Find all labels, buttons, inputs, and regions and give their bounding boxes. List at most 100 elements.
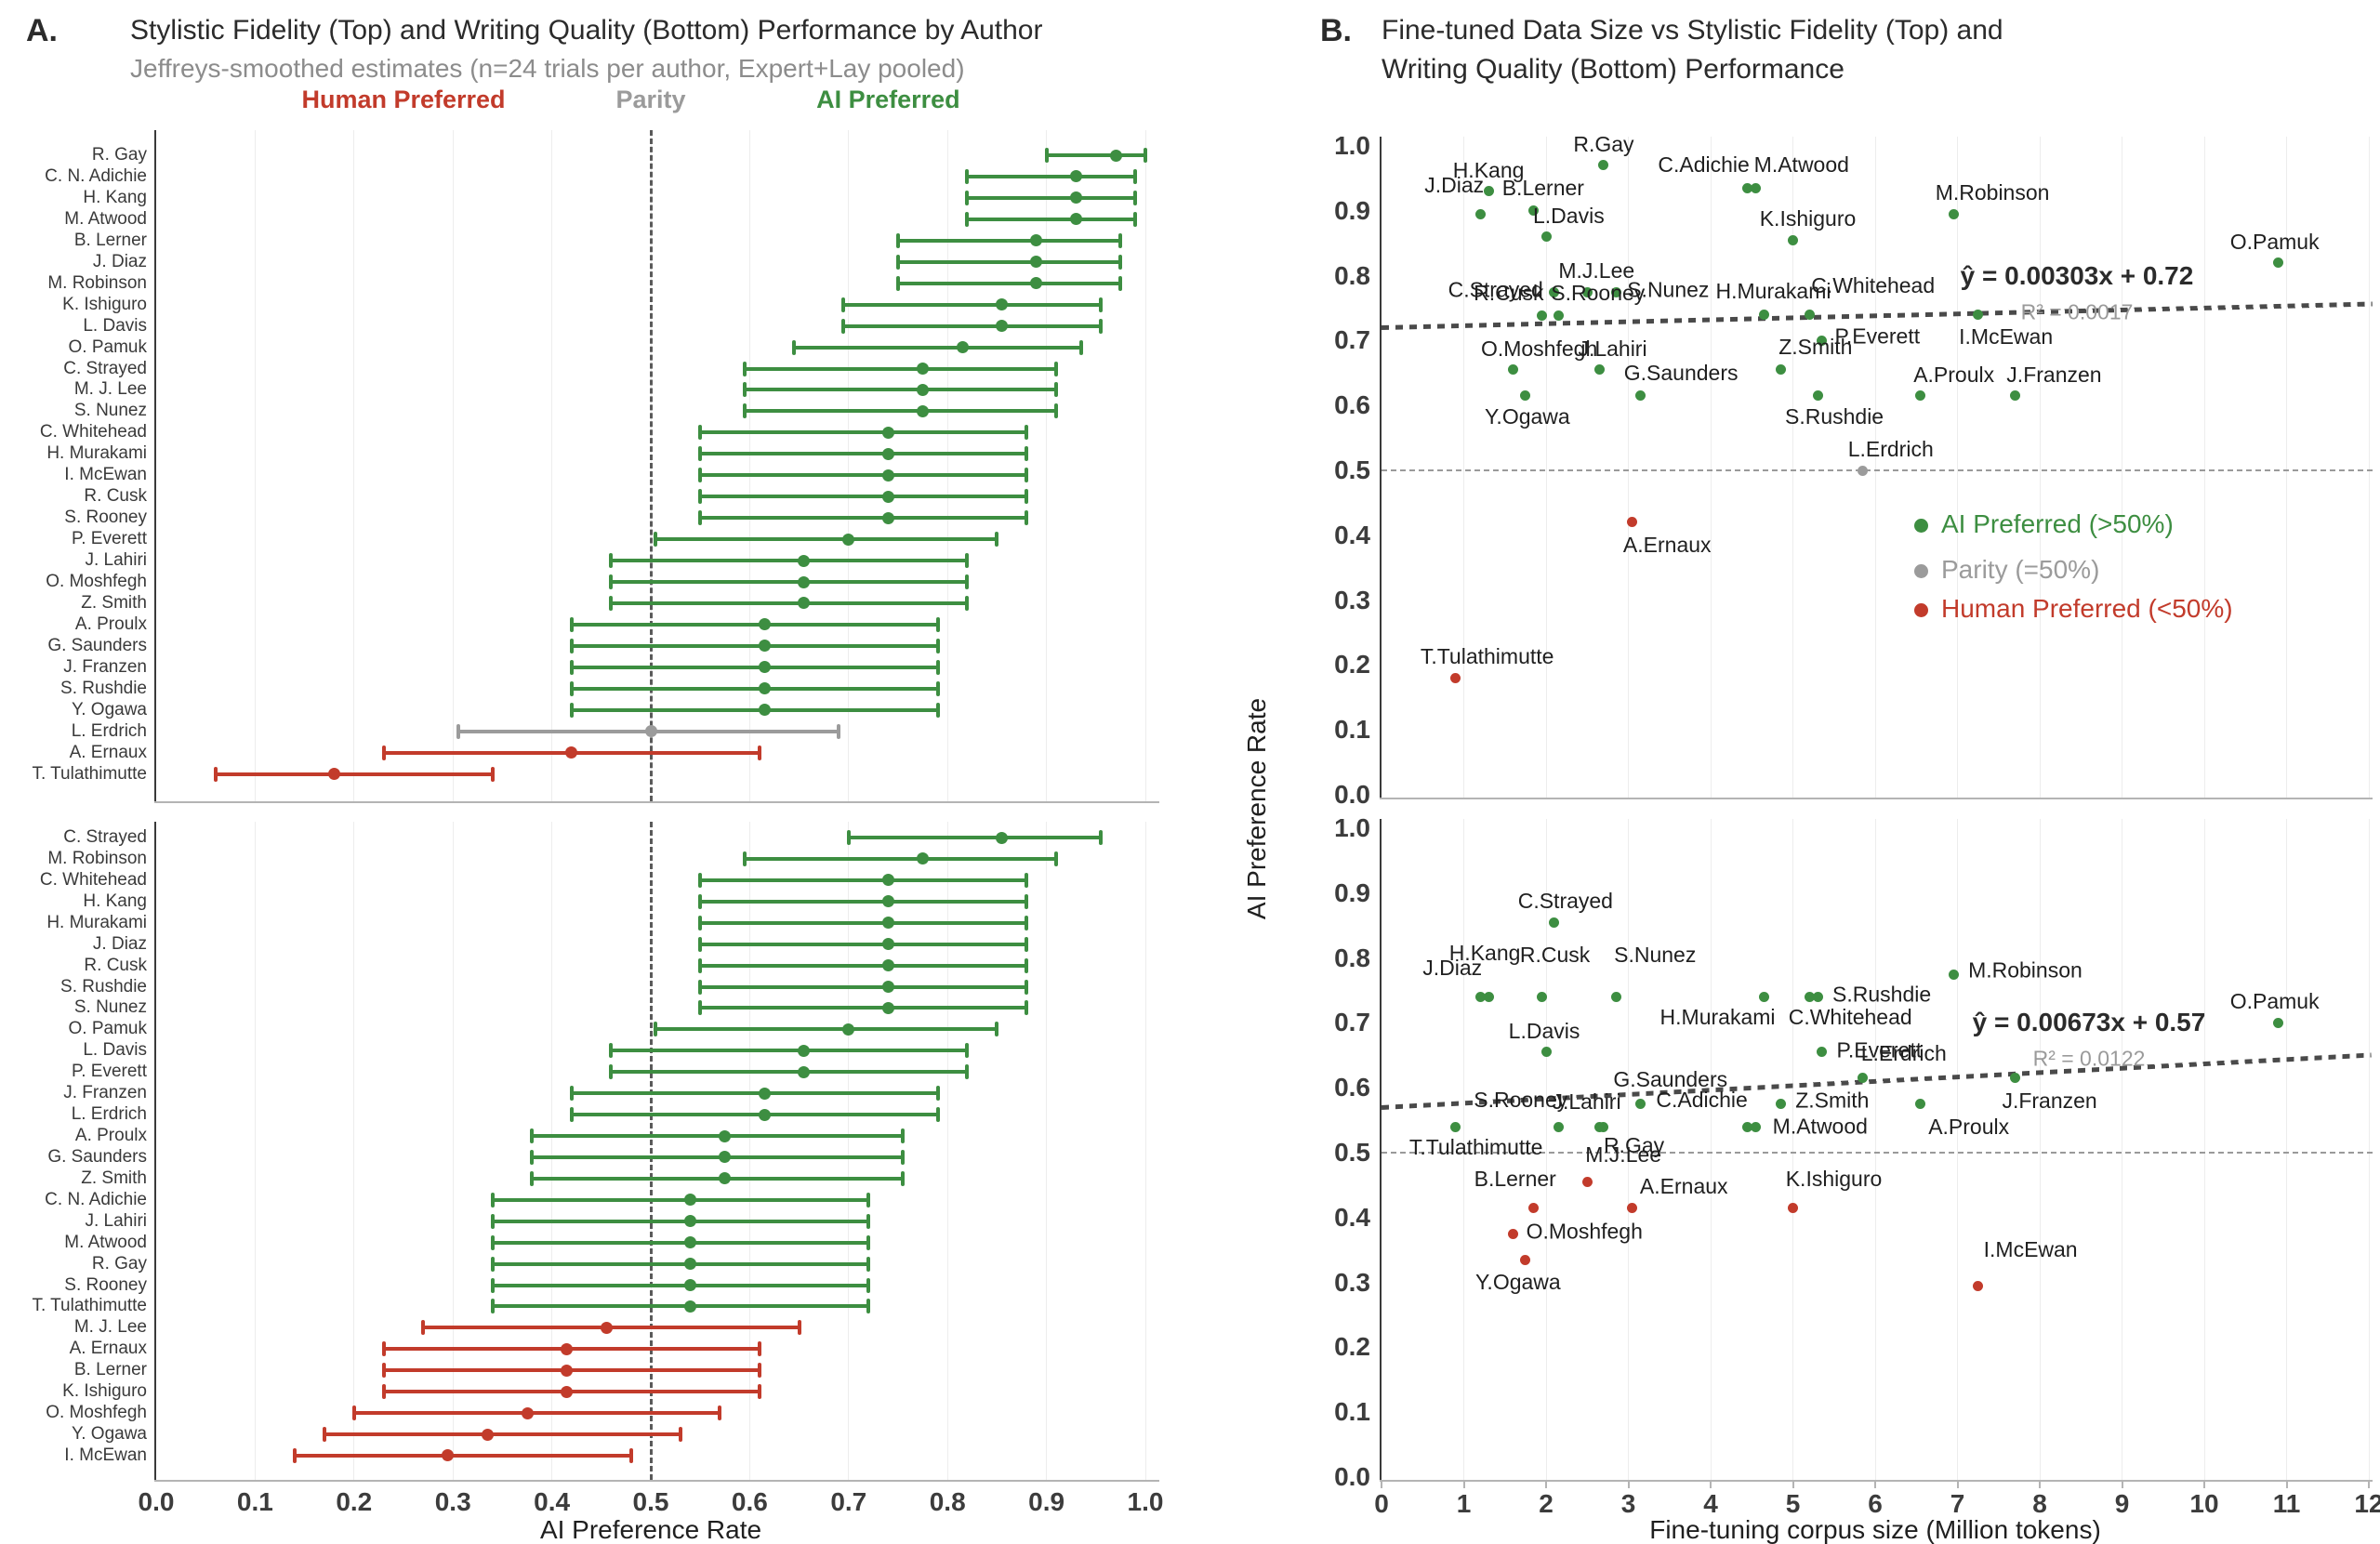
y-tick-label: 0.1 — [1334, 715, 1370, 745]
ci-cap-low — [292, 1447, 297, 1463]
estimate-dot — [1070, 170, 1083, 183]
x-tick-label: 0.1 — [236, 1487, 273, 1516]
ci-cap-high — [678, 1427, 682, 1443]
gridline — [1463, 819, 1464, 1480]
author-label: J. Franzen — [63, 656, 147, 677]
x-tick-label: 2 — [1539, 1489, 1554, 1518]
ci-bar — [700, 920, 1027, 925]
estimate-dot — [956, 341, 969, 354]
estimate-dot — [996, 320, 1009, 333]
author-label: C. Whitehead — [39, 422, 147, 442]
estimate-dot — [684, 1236, 697, 1249]
column-header-human: Human Preferred — [301, 86, 506, 113]
estimate-dot — [1030, 277, 1043, 290]
ci-bar — [532, 1176, 904, 1181]
legend-label-parity: Parity (=50%) — [1941, 555, 2100, 584]
ci-cap-low — [698, 489, 703, 505]
estimate-dot — [996, 831, 1009, 844]
x-tick-mark — [2285, 1480, 2288, 1488]
scatter-point-label: O.Pamuk — [2229, 229, 2320, 254]
scatter-point — [1450, 1121, 1461, 1132]
ci-cap-high — [1025, 936, 1029, 952]
gridline — [1463, 137, 1464, 798]
ci-cap-high — [1099, 830, 1104, 845]
ci-cap-low — [351, 1405, 356, 1421]
author-label: A. Ernaux — [69, 742, 147, 762]
scatter-point — [1948, 969, 1959, 980]
gridline — [1628, 137, 1629, 798]
scatter-point-label: R.Gay — [1573, 131, 1634, 156]
x-tick-label: 1 — [1456, 1489, 1472, 1518]
ci-bar — [571, 686, 938, 691]
ci-cap-low — [698, 1000, 703, 1016]
ci-cap-high — [965, 553, 970, 569]
ci-bar — [700, 942, 1027, 946]
ci-bar — [898, 281, 1121, 285]
y-tick-label: 0.2 — [1334, 650, 1370, 680]
ci-cap-high — [758, 745, 762, 760]
ci-bar — [898, 238, 1121, 243]
ci-bar — [700, 878, 1027, 882]
gridline — [2039, 819, 2041, 1480]
panel-a-x-axis-title: AI Preference Rate — [539, 1515, 762, 1544]
scatter-point — [2009, 390, 2020, 402]
scatter-point-label: J.Lahiri — [1578, 336, 1647, 361]
author-label: I. McEwan — [64, 465, 147, 485]
ci-bar — [492, 1240, 869, 1245]
ci-cap-high — [965, 574, 970, 589]
scatter-point — [1537, 310, 1548, 322]
y-tick-label: 0.9 — [1334, 195, 1370, 225]
gridline — [1628, 819, 1629, 1480]
author-label: L. Davis — [83, 1040, 147, 1061]
scatter-point — [1948, 208, 1959, 219]
scatter-point-label: A.Ernaux — [1622, 532, 1712, 557]
scatter-point — [1775, 1099, 1786, 1110]
gridline — [353, 130, 355, 801]
ci-cap-high — [1025, 979, 1029, 995]
estimate-dot — [561, 1364, 574, 1377]
scatter-point-label: M.Atwood — [1753, 152, 1849, 178]
ci-bar — [843, 323, 1102, 328]
x-tick-label: 12 — [2354, 1489, 2380, 1518]
ci-cap-low — [698, 979, 703, 995]
ci-cap-low — [609, 1043, 614, 1059]
scatter-point-label: C.Whitehead — [1788, 1005, 1912, 1030]
author-label: S. Rushdie — [60, 976, 147, 996]
gridline — [2203, 137, 2205, 798]
y-axis-spine — [1380, 137, 1382, 798]
scatter-point — [1483, 186, 1494, 197]
panel-b-title-line1: Fine-tuned Data Size vs Stylistic Fideli… — [1382, 15, 2003, 46]
ci-cap-low — [490, 1192, 495, 1207]
scatter-point — [1540, 231, 1552, 243]
ci-bar — [745, 409, 1057, 414]
ci-cap-high — [758, 1384, 762, 1400]
ci-bar — [492, 1304, 869, 1309]
author-label: M. Atwood — [64, 1232, 147, 1252]
scatter-point-label: C.Strayed — [1517, 889, 1613, 914]
x-tick-label: 0.0 — [138, 1487, 175, 1516]
ci-bar — [700, 516, 1027, 521]
estimate-dot — [881, 895, 894, 908]
scatter-point-label: L.Davis — [1508, 1018, 1580, 1043]
ci-cap-high — [866, 1234, 871, 1250]
scatter-point — [1549, 917, 1560, 928]
ci-cap-low — [743, 403, 747, 419]
gridline — [2286, 137, 2287, 798]
estimate-dot — [561, 1342, 574, 1355]
author-label: J. Franzen — [63, 1083, 147, 1103]
scatter-point — [1915, 390, 1926, 402]
scatter-point — [1759, 309, 1770, 320]
estimate-dot — [1030, 234, 1043, 247]
ci-bar — [492, 1219, 869, 1223]
scatter-point-label: J.Franzen — [2006, 362, 2102, 387]
ci-bar — [611, 600, 968, 605]
ci-cap-high — [1025, 915, 1029, 930]
y-tick-label: 0.0 — [1334, 780, 1370, 809]
ci-cap-high — [965, 1064, 970, 1080]
scatter-point-label: C.Adichie — [1656, 1088, 1748, 1113]
legend-label-ai: AI Preferred (>50%) — [1941, 509, 2174, 538]
ci-cap-high — [965, 595, 970, 611]
scatter-point — [1528, 1202, 1540, 1213]
gridline — [848, 822, 850, 1480]
author-label: S. Rooney — [64, 508, 147, 528]
